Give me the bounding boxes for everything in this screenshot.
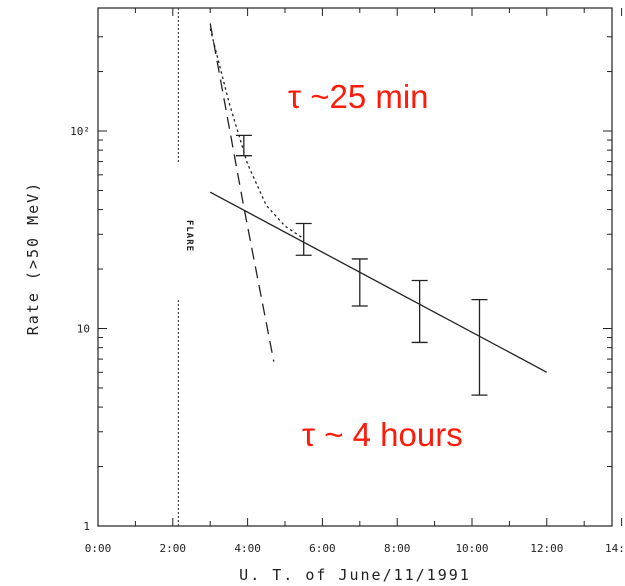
- x-tick-label: 12:00: [530, 542, 563, 555]
- plot-frame: [97, 7, 613, 527]
- annotation-fast-decay: τ ~25 min: [288, 78, 429, 115]
- fit-line-solid: [209, 191, 548, 373]
- data-point: [351, 258, 368, 307]
- data-point: [471, 298, 488, 396]
- y-axis-label: Rate (>50 MeV): [24, 181, 42, 335]
- axis-tick-labels: 0:00 2:00 4:00 6:00 8:00 10:00 12:00 14:00 1 10 10…: [70, 125, 625, 555]
- x-tick-label: 8:00: [384, 542, 411, 555]
- flare-label: FLARE: [184, 220, 194, 252]
- y-tick-label: 10²: [70, 125, 90, 138]
- x-tick-label: 10:00: [455, 542, 488, 555]
- fit-line-dotted: [209, 28, 305, 240]
- axis-ticks: [97, 8, 623, 527]
- x-tick-label: 4:00: [234, 542, 261, 555]
- y-tick-label: 10: [77, 323, 90, 336]
- plot-border: [97, 7, 613, 527]
- x-axis-label: U. T. of June/11/1991: [239, 566, 471, 584]
- x-tick-label: 0:00: [85, 542, 112, 555]
- x-tick-label: 2:00: [160, 542, 187, 555]
- fit-line-dashed: [209, 23, 275, 362]
- y-tick-label: 1: [83, 520, 90, 533]
- annotation-slow-decay: τ ~ 4 hours: [302, 416, 463, 453]
- data-points: [235, 134, 488, 396]
- data-point: [235, 134, 252, 157]
- fit-curves: [209, 23, 548, 373]
- x-tick-label: 14:00: [605, 542, 625, 555]
- data-point: [295, 222, 312, 256]
- x-tick-label: 6:00: [309, 542, 336, 555]
- data-point: [411, 279, 428, 344]
